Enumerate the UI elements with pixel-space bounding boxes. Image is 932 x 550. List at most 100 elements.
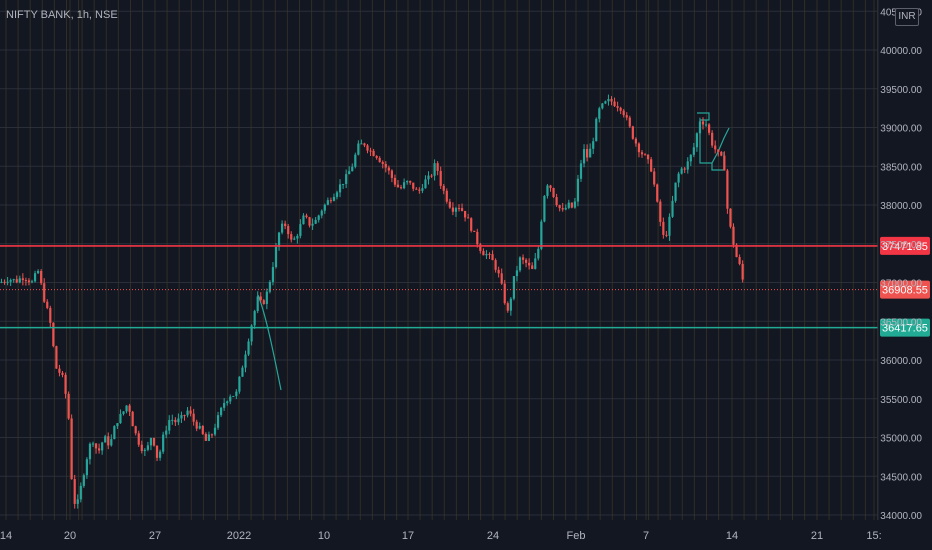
candle — [613, 97, 616, 108]
candle — [421, 183, 424, 194]
candle — [152, 437, 156, 447]
horizontal-levels[interactable]: 37471.85 36417.65 36908.55 — [0, 236, 930, 337]
candle — [409, 180, 412, 185]
resistance-price-label: 37471.85 — [882, 241, 928, 253]
time-tick-label: 10 — [318, 530, 330, 542]
candle — [622, 109, 625, 118]
candle — [701, 117, 705, 130]
candle — [387, 165, 390, 175]
candle — [711, 130, 714, 148]
candle — [183, 414, 186, 421]
candle — [442, 183, 445, 195]
price-tick-label: 35000.00 — [880, 434, 922, 445]
candle — [174, 417, 177, 426]
candle — [189, 406, 192, 417]
candle — [674, 182, 677, 203]
candle — [162, 431, 165, 454]
candle — [424, 175, 427, 189]
candle — [671, 195, 674, 218]
candle — [85, 457, 88, 479]
candle — [82, 473, 85, 488]
candle — [104, 434, 107, 443]
price-tick-label: 38000.00 — [880, 201, 922, 212]
candle — [698, 117, 702, 137]
support-price-tag[interactable] — [880, 318, 930, 337]
price-tick-label: 36000.00 — [880, 356, 922, 367]
time-tick-label: 14 — [726, 530, 738, 542]
candle — [201, 425, 204, 436]
candle — [226, 400, 229, 406]
candle — [101, 441, 104, 455]
candle — [305, 213, 308, 219]
candle — [540, 219, 543, 251]
symbol-title[interactable]: NIFTY BANK, 1h, NSE — [6, 9, 118, 21]
currency-badge[interactable]: INR — [895, 8, 919, 26]
candle — [451, 202, 454, 216]
candle — [662, 217, 665, 239]
candle — [512, 276, 515, 301]
candle — [220, 406, 223, 418]
time-tick-label: 2022 — [227, 530, 251, 542]
candle — [223, 398, 226, 411]
resistance-price-tag[interactable] — [880, 236, 930, 255]
candle — [640, 149, 644, 158]
candle — [363, 142, 366, 148]
candle — [589, 143, 592, 158]
price-axis[interactable]: 34000.00 34500.00 35000.00 35500.00 36000.00… — [877, 0, 922, 522]
candle — [625, 112, 628, 121]
candle — [445, 188, 448, 204]
candle — [210, 433, 214, 439]
price-tick-label: 40000.00 — [880, 46, 922, 57]
candle — [73, 474, 76, 509]
candle — [491, 250, 494, 261]
candle — [296, 233, 299, 244]
candle — [650, 156, 653, 173]
candle — [607, 94, 610, 106]
last-price-price-tag[interactable] — [880, 280, 930, 299]
candle — [668, 213, 671, 241]
pattern-drawing-bracket[interactable] — [697, 112, 730, 164]
candle — [619, 106, 622, 115]
candle — [552, 187, 555, 198]
candle — [485, 250, 488, 260]
candle — [207, 431, 210, 442]
candle — [46, 299, 49, 310]
candle — [146, 441, 149, 452]
candle — [317, 214, 320, 223]
candle — [299, 219, 302, 239]
candle — [525, 258, 528, 268]
candle — [579, 159, 583, 182]
candle — [284, 220, 287, 230]
time-tick-label: 7 — [643, 530, 649, 542]
candle — [427, 171, 430, 185]
time-tick-label: Feb — [567, 530, 586, 542]
candle — [366, 143, 369, 154]
candle — [454, 206, 458, 217]
candle — [198, 422, 201, 430]
candle — [277, 231, 281, 251]
pattern-drawing-line[interactable] — [257, 294, 282, 391]
candle — [537, 246, 540, 261]
candle — [332, 193, 336, 202]
time-tick-label: 20 — [64, 530, 76, 542]
candle — [287, 223, 290, 239]
candle — [79, 482, 82, 503]
candle — [610, 96, 613, 106]
candle — [290, 231, 293, 243]
time-axis[interactable]: 14 20 27 2022 10 17 24 Feb 7 14 21 15: — [0, 530, 882, 542]
price-tick-label: 38500.00 — [880, 162, 922, 173]
candle — [274, 243, 278, 269]
candle — [168, 415, 171, 435]
candle — [308, 216, 311, 228]
candle — [479, 242, 482, 254]
candle — [543, 195, 546, 223]
time-tick-label: 14 — [0, 530, 12, 542]
price-tick-label: 35500.00 — [880, 395, 922, 406]
candle — [399, 184, 403, 190]
candle — [180, 411, 183, 423]
candle — [116, 422, 119, 430]
candle — [262, 299, 265, 305]
candle — [131, 410, 134, 427]
candle — [634, 137, 637, 147]
